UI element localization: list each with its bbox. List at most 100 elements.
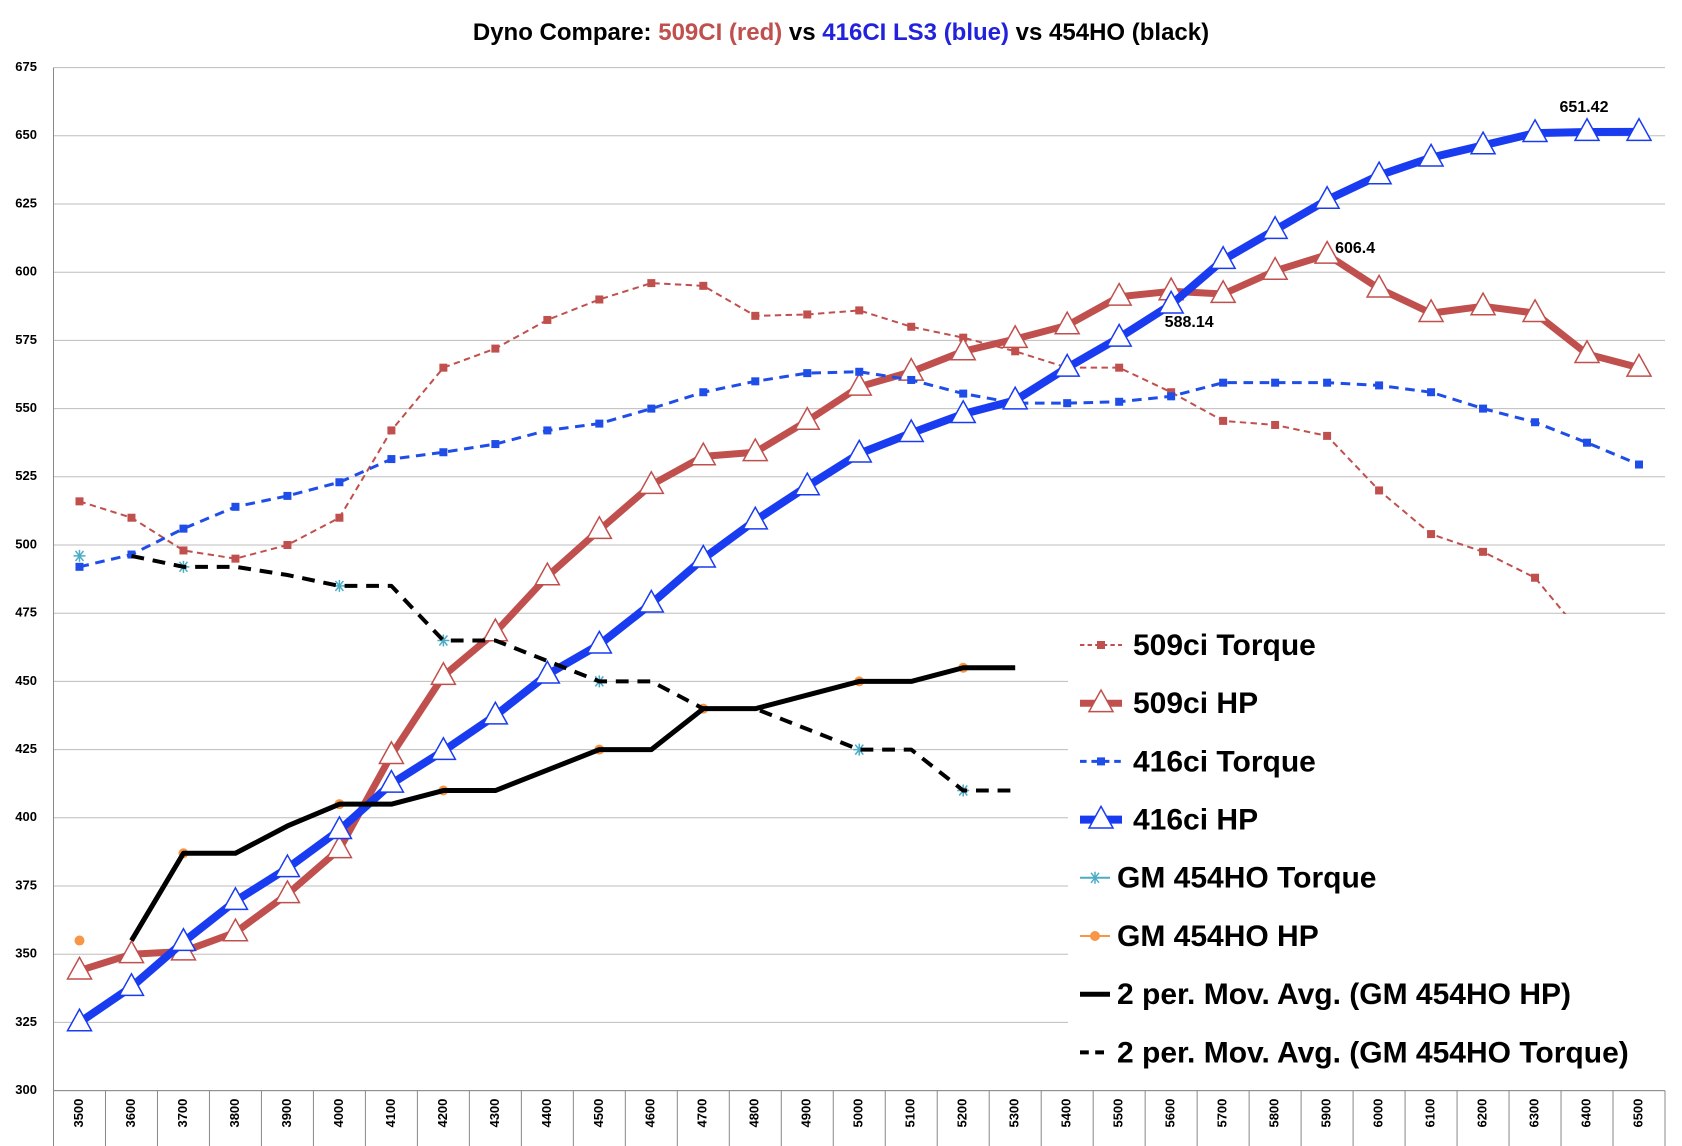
marker bbox=[1115, 397, 1124, 406]
marker bbox=[1261, 256, 1289, 280]
marker bbox=[1479, 404, 1488, 413]
marker bbox=[1209, 245, 1237, 270]
marker bbox=[690, 441, 717, 466]
marker bbox=[335, 478, 344, 487]
marker bbox=[1261, 215, 1289, 240]
marker bbox=[845, 372, 873, 396]
series-line bbox=[131, 553, 1016, 793]
x-tick-label: 3800 bbox=[227, 1099, 242, 1128]
y-tick-label: 425 bbox=[15, 741, 37, 756]
x-tick-label: 6000 bbox=[1371, 1099, 1386, 1128]
y-tick-label: 675 bbox=[15, 59, 37, 74]
marker bbox=[1313, 185, 1341, 210]
marker bbox=[742, 437, 769, 462]
y-tick-label: 350 bbox=[15, 946, 37, 961]
marker bbox=[439, 448, 448, 457]
marker bbox=[1090, 931, 1100, 941]
marker bbox=[1219, 378, 1228, 387]
marker bbox=[1375, 486, 1384, 495]
marker bbox=[1365, 160, 1393, 185]
marker bbox=[1521, 118, 1549, 143]
marker bbox=[75, 562, 84, 571]
x-tick-label: 6400 bbox=[1578, 1099, 1593, 1128]
marker bbox=[949, 336, 977, 361]
legend-label: 2 per. Mov. Avg. (GM 454HO HP) bbox=[1117, 978, 1571, 1011]
marker bbox=[491, 440, 500, 449]
marker bbox=[73, 549, 86, 562]
data-label: 588.14 bbox=[1165, 314, 1214, 331]
marker bbox=[699, 281, 708, 290]
y-tick-label: 500 bbox=[15, 536, 37, 551]
x-tick-label: 5300 bbox=[1007, 1099, 1022, 1128]
x-tick-label: 5900 bbox=[1319, 1099, 1334, 1128]
marker bbox=[638, 588, 665, 613]
marker bbox=[1313, 239, 1341, 264]
marker bbox=[949, 399, 977, 424]
series-line bbox=[129, 665, 1016, 942]
marker bbox=[1167, 392, 1176, 401]
marker bbox=[66, 955, 93, 980]
marker bbox=[1573, 117, 1601, 142]
marker bbox=[231, 554, 240, 563]
marker bbox=[803, 310, 812, 319]
marker bbox=[437, 634, 450, 647]
x-tick-label: 4800 bbox=[747, 1099, 762, 1128]
marker bbox=[283, 541, 292, 549]
marker bbox=[845, 438, 873, 463]
marker bbox=[1531, 418, 1540, 427]
legend-label: 416ci HP bbox=[1133, 804, 1258, 837]
marker bbox=[127, 513, 136, 522]
y-tick-label: 325 bbox=[15, 1014, 37, 1029]
marker bbox=[482, 700, 509, 725]
marker bbox=[491, 344, 500, 353]
marker bbox=[378, 740, 405, 765]
marker bbox=[118, 972, 145, 997]
marker bbox=[1427, 530, 1436, 539]
marker bbox=[1469, 291, 1497, 316]
x-tick-label: 6300 bbox=[1526, 1099, 1541, 1128]
marker bbox=[803, 369, 812, 378]
x-tick-label: 5800 bbox=[1267, 1099, 1282, 1128]
marker bbox=[1323, 431, 1332, 440]
marker bbox=[1053, 310, 1081, 335]
x-tick-label: 4900 bbox=[799, 1099, 814, 1128]
marker bbox=[1011, 347, 1020, 356]
x-tick-label: 3500 bbox=[71, 1099, 86, 1128]
marker bbox=[1053, 352, 1081, 377]
marker bbox=[595, 295, 604, 304]
x-tick-label: 5100 bbox=[903, 1099, 918, 1128]
x-tick-label: 4000 bbox=[331, 1099, 346, 1128]
y-tick-label: 575 bbox=[15, 332, 37, 347]
marker bbox=[170, 927, 197, 952]
x-tick-label: 3600 bbox=[123, 1099, 138, 1128]
marker bbox=[333, 579, 346, 592]
x-tick-label: 4100 bbox=[383, 1099, 398, 1128]
marker bbox=[66, 1007, 93, 1032]
marker bbox=[387, 455, 396, 464]
data-label: 606.4 bbox=[1335, 240, 1375, 257]
marker bbox=[1167, 388, 1176, 397]
marker bbox=[378, 768, 405, 793]
marker bbox=[1115, 363, 1124, 372]
marker bbox=[74, 935, 85, 946]
marker bbox=[1209, 279, 1237, 304]
marker bbox=[751, 377, 760, 386]
marker bbox=[647, 279, 656, 288]
marker bbox=[543, 426, 552, 435]
marker bbox=[75, 497, 84, 506]
marker bbox=[1365, 273, 1393, 298]
marker bbox=[1219, 416, 1228, 425]
x-tick-label: 4400 bbox=[539, 1099, 554, 1128]
data-label: 651.42 bbox=[1560, 99, 1609, 116]
marker bbox=[1087, 688, 1115, 713]
x-tick-label: 5200 bbox=[955, 1099, 970, 1128]
x-tick-label: 3700 bbox=[175, 1099, 190, 1128]
x-tick-label: 4200 bbox=[435, 1099, 450, 1128]
legend-label: 509ci Torque bbox=[1133, 629, 1316, 662]
marker bbox=[1521, 298, 1549, 323]
chart-title: Dyno Compare: 509CI (red) vs 416CI LS3 (… bbox=[473, 19, 1209, 46]
marker bbox=[335, 513, 344, 522]
marker bbox=[793, 471, 821, 496]
x-tick-label: 5600 bbox=[1163, 1099, 1178, 1128]
marker bbox=[647, 404, 656, 413]
